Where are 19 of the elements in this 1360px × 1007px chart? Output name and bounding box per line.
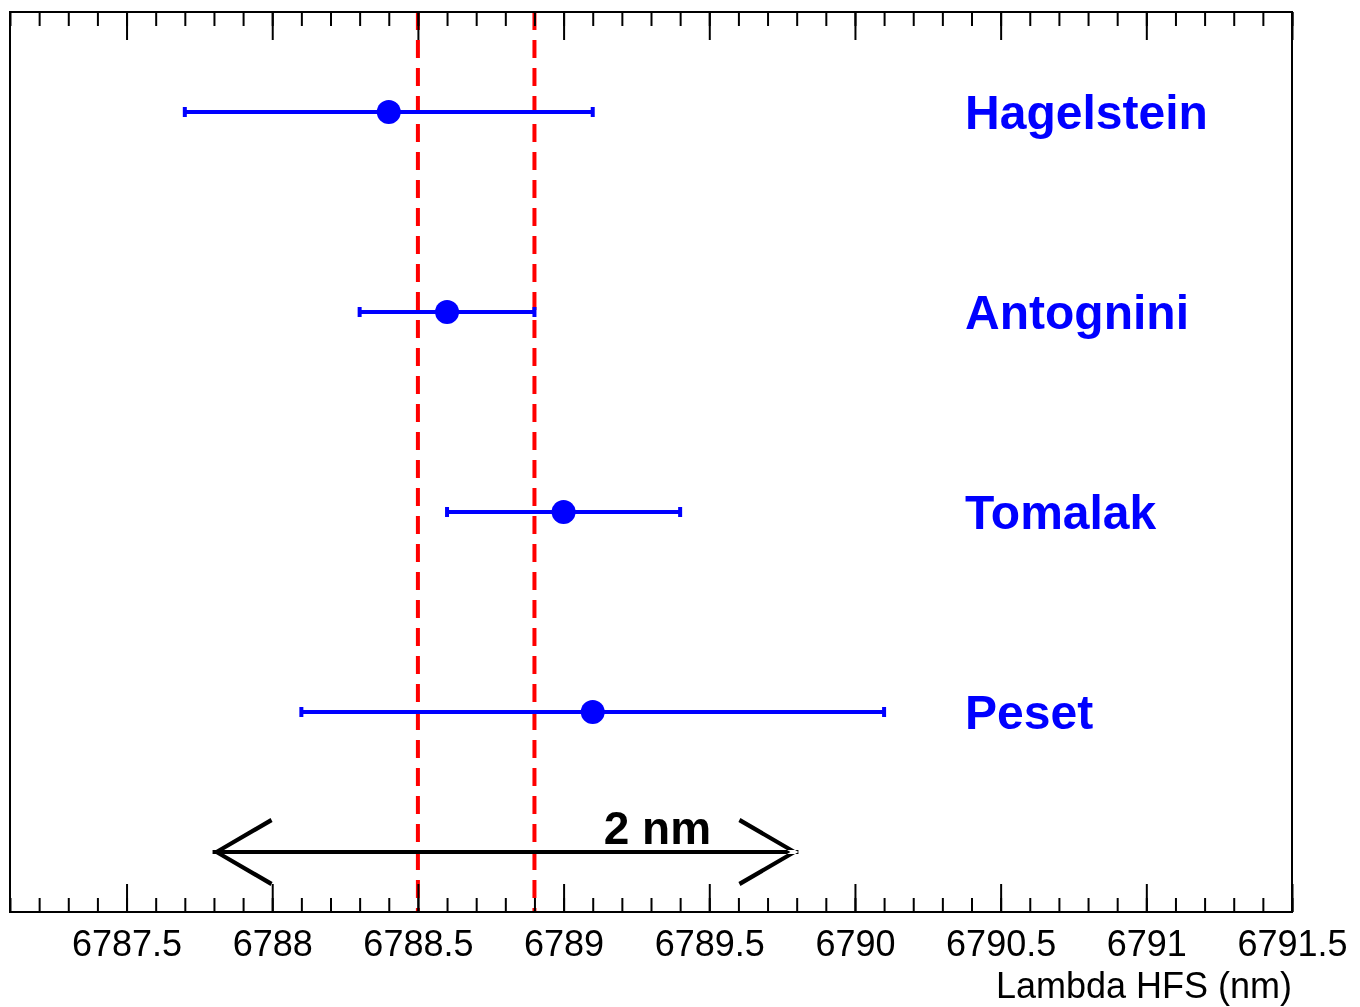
- x-tick-label: 6790: [815, 922, 896, 964]
- x-tick-label: 6790.5: [946, 922, 1057, 964]
- point: [580, 700, 605, 724]
- x-tick-label: 6791: [1106, 922, 1187, 964]
- y-tick-label: Antognini: [965, 285, 1190, 339]
- x-tick-label: 6789.5: [654, 922, 765, 964]
- x-tick-label: 6789: [524, 922, 605, 964]
- point: [551, 500, 576, 524]
- x-tick-label: 6787.5: [71, 922, 183, 964]
- point: [435, 300, 460, 324]
- y-tick-label: Tomalak: [965, 485, 1157, 539]
- x-tick-label: 6791.5: [1237, 922, 1348, 964]
- y-tick-label: Peset: [965, 685, 1094, 739]
- y-tick-label: Hagelstein: [965, 85, 1208, 139]
- point: [376, 100, 401, 124]
- x-axis-title: Lambda HFS (nm): [995, 965, 1292, 1006]
- x-tick-label: 6788.5: [363, 922, 474, 964]
- x-tick-label: 6788: [232, 922, 313, 964]
- annotation: 2 nm: [603, 802, 712, 854]
